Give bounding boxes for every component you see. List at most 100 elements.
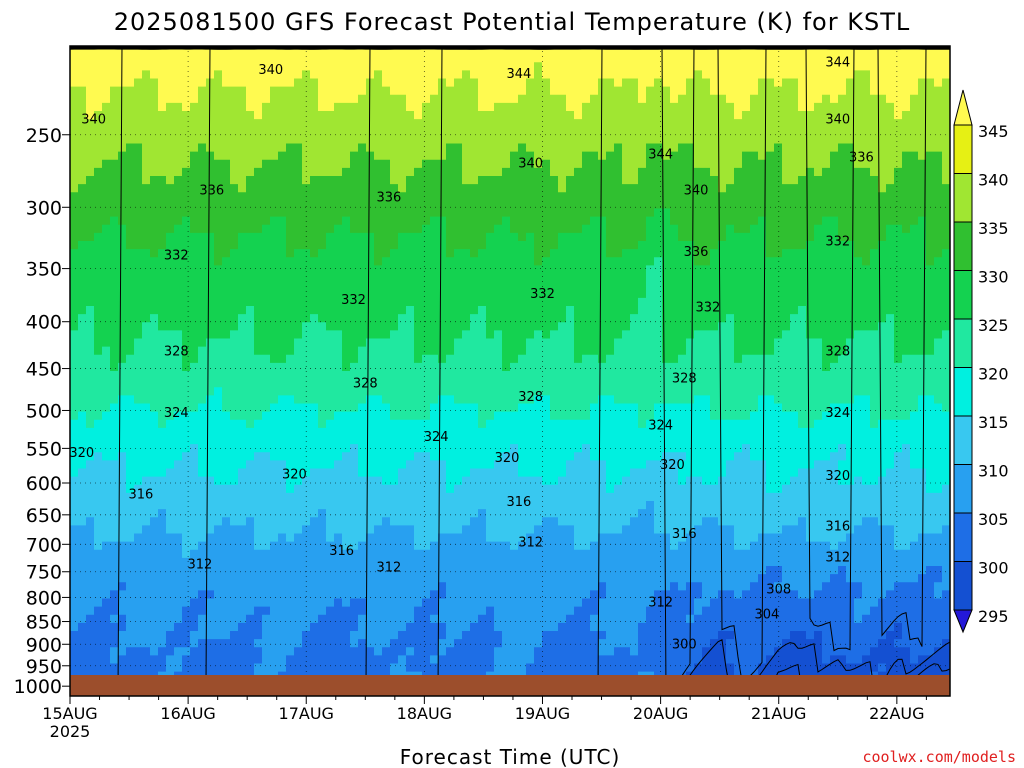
color-cell — [94, 200, 103, 210]
color-cell — [358, 241, 367, 250]
color-cell — [254, 273, 263, 283]
color-cell — [326, 119, 335, 128]
color-cell — [70, 216, 79, 226]
color-cell — [478, 354, 487, 364]
color-cell — [94, 265, 103, 275]
color-cell — [406, 419, 415, 429]
color-cell — [254, 557, 263, 567]
color-cell — [358, 200, 367, 210]
color-cell — [422, 509, 431, 518]
color-cell — [102, 419, 111, 429]
color-cell — [486, 314, 495, 323]
color-cell — [94, 411, 103, 421]
color-cell — [102, 492, 111, 502]
color-cell — [110, 70, 119, 80]
color-cell — [166, 54, 175, 63]
color-cell — [206, 631, 215, 640]
color-cell — [542, 484, 551, 494]
color-cell — [446, 176, 455, 185]
color-cell — [278, 102, 287, 112]
color-cell — [206, 476, 215, 486]
color-cell — [486, 151, 495, 161]
color-cell — [326, 241, 335, 250]
color-cell — [118, 362, 127, 372]
color-cell — [430, 159, 439, 169]
color-cell — [486, 167, 495, 177]
color-cell — [462, 127, 471, 136]
color-cell — [406, 330, 415, 340]
color-cell — [294, 46, 303, 55]
color-cell — [526, 232, 535, 242]
color-cell — [470, 574, 479, 583]
color-cell — [246, 281, 255, 291]
color-cell — [414, 54, 423, 63]
color-cell — [150, 192, 159, 201]
color-cell — [558, 631, 567, 640]
color-cell — [422, 663, 431, 673]
color-cell — [70, 533, 79, 543]
color-cell — [166, 224, 175, 234]
color-cell — [174, 192, 183, 201]
color-cell — [414, 70, 423, 80]
color-cell — [78, 517, 87, 526]
color-cell — [238, 614, 247, 624]
color-cell — [310, 371, 319, 380]
color-cell — [486, 176, 495, 185]
color-cell — [118, 232, 127, 242]
color-cell — [430, 62, 439, 71]
color-cell — [286, 606, 295, 616]
color-cell — [262, 549, 271, 559]
color-cell — [222, 273, 231, 283]
color-cell — [278, 411, 287, 421]
color-cell — [270, 574, 279, 583]
color-cell — [526, 241, 535, 250]
color-cell — [78, 249, 87, 258]
color-cell — [310, 135, 319, 145]
color-cell — [326, 614, 335, 624]
color-cell — [414, 192, 423, 201]
color-cell — [166, 427, 175, 437]
color-cell — [206, 208, 215, 218]
color-cell — [374, 176, 383, 185]
color-cell — [246, 655, 255, 665]
color-cell — [422, 622, 431, 632]
color-cell — [86, 70, 95, 80]
color-cell — [126, 403, 135, 413]
color-cell — [214, 314, 223, 323]
color-cell — [566, 281, 575, 291]
color-cell — [478, 281, 487, 291]
color-cell — [222, 354, 231, 364]
color-cell — [374, 111, 383, 120]
color-cell — [422, 655, 431, 665]
color-cell — [558, 614, 567, 624]
color-cell — [182, 403, 191, 413]
color-cell — [318, 371, 327, 380]
color-cell — [310, 590, 319, 600]
color-cell — [254, 216, 263, 226]
color-cell — [310, 419, 319, 429]
color-cell — [286, 249, 295, 258]
color-cell — [222, 94, 231, 104]
color-cell — [366, 606, 375, 616]
color-cell — [422, 598, 431, 608]
color-cell — [550, 622, 559, 632]
color-cell — [102, 590, 111, 600]
color-cell — [110, 330, 119, 340]
color-cell — [134, 102, 143, 112]
color-cell — [550, 192, 559, 201]
color-cell — [398, 78, 407, 88]
color-cell — [174, 476, 183, 486]
color-cell — [510, 314, 519, 323]
color-cell — [318, 94, 327, 104]
color-cell — [494, 127, 503, 136]
color-cell — [286, 306, 295, 315]
color-cell — [302, 541, 311, 551]
color-cell — [262, 86, 271, 96]
color-cell — [182, 606, 191, 616]
color-cell — [278, 135, 287, 145]
color-cell — [174, 297, 183, 307]
color-cell — [526, 484, 535, 494]
color-cell — [558, 62, 567, 71]
color-cell — [414, 200, 423, 210]
color-cell — [422, 257, 431, 266]
